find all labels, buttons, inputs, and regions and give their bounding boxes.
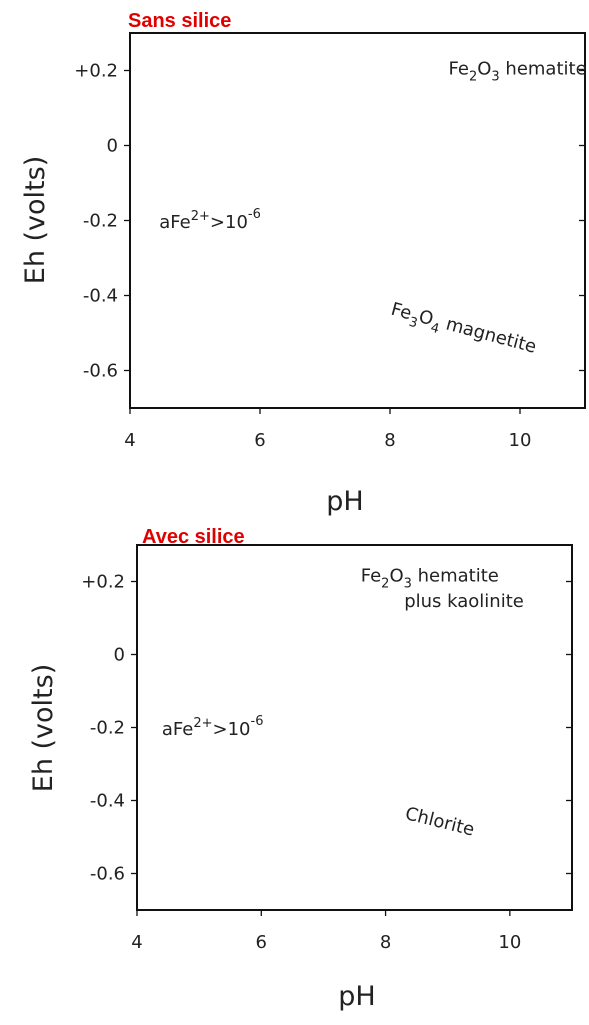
panel-label: Avec silice: [142, 526, 245, 548]
x-axis-title: pH: [338, 981, 375, 1012]
x-tick-label: 4: [124, 430, 135, 451]
y-tick-label: -0.6: [90, 864, 125, 885]
y-axis-title: Eh (volts): [28, 664, 59, 792]
x-tick-label: 10: [509, 430, 532, 451]
x-axis-title: pH: [326, 486, 363, 517]
annotation-hematite: Fe2O3 hematite: [361, 566, 499, 592]
chart-panel-2: Avec silice +0.2 0 -0.2 -0.4 -0.6 4 6 8 10 Eh (vol…: [28, 526, 573, 1012]
x-tick-label: 8: [380, 932, 391, 953]
x-tick-label: 8: [384, 430, 395, 451]
annotation-kaolinite: plus kaolinite: [404, 591, 524, 612]
y-tick-label: -0.4: [83, 286, 118, 307]
x-tick-label: 6: [254, 430, 265, 451]
y-tick-label: -0.6: [83, 361, 118, 382]
y-tick-label: +0.2: [81, 572, 125, 593]
x-tick-label: 6: [256, 932, 267, 953]
panel-label: Sans silice: [128, 10, 231, 32]
y-tick-label: 0: [107, 136, 118, 157]
y-tick-label: 0: [114, 645, 125, 666]
y-tick-label: +0.2: [74, 61, 118, 82]
plot-frame: [136, 544, 573, 911]
annotation-afe: aFe2+>10-6: [159, 207, 261, 233]
y-tick-label: -0.2: [83, 211, 118, 232]
y-tick-label: -0.2: [90, 718, 125, 739]
chart-panel-1: Sans silice +0.2 0 -0.2 -0.4 -0.6 4 6 8 10 Eh (vol…: [20, 10, 587, 517]
x-tick-label: 10: [498, 932, 521, 953]
annotation-afe: aFe2+>10-6: [162, 714, 264, 740]
x-tick-label: 4: [131, 932, 142, 953]
y-tick-label: -0.4: [90, 791, 125, 812]
y-axis-title: Eh (volts): [20, 156, 51, 284]
annotation-hematite: Fe2O3 hematite: [449, 58, 587, 84]
plot-frame: [129, 32, 586, 409]
